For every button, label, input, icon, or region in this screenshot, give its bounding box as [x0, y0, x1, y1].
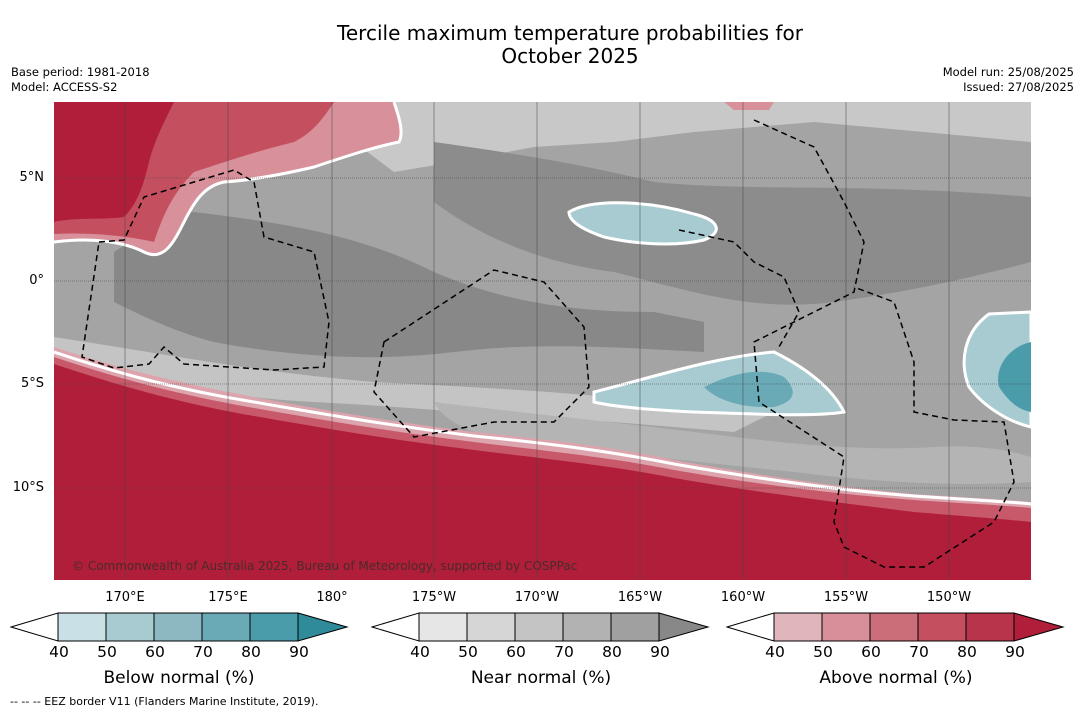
tick-near-50: 50	[458, 643, 478, 661]
model-name: Model: ACCESS-S2	[11, 80, 118, 94]
tick-near-40: 40	[410, 643, 430, 661]
tick-above-70: 70	[909, 643, 929, 661]
eez-footnote: -- -- -- EEZ border V11 (Flanders Marine…	[10, 695, 319, 708]
probability-map: © Commonwealth of Australia 2025, Bureau…	[54, 102, 1031, 580]
issued-date: Issued: 27/08/2025	[963, 80, 1074, 94]
region-near-normal-60-south	[54, 337, 774, 432]
lon-label-170w: 170°W	[514, 590, 560, 605]
region-near-normal-90-north	[434, 142, 1031, 305]
tick-near-70: 70	[554, 643, 574, 661]
base-period: Base period: 1981-2018	[11, 65, 150, 79]
meta-left: Base period: 1981-2018 Model: ACCESS-S2	[11, 65, 150, 95]
region-near-normal-90-central	[114, 212, 704, 358]
lat-label-10s: 10°S	[12, 480, 44, 495]
legend-label-below-normal: Below normal (%)	[103, 668, 255, 688]
tick-above-50: 50	[813, 643, 833, 661]
contour-above-normal-nw	[54, 102, 403, 257]
tick-below-90: 90	[289, 643, 309, 661]
tick-above-60: 60	[861, 643, 881, 661]
title-line-1: Tercile maximum temperature probabilitie…	[337, 21, 803, 45]
tick-below-50: 50	[97, 643, 117, 661]
region-above-normal-north-small	[724, 102, 774, 110]
lat-label-0: 0°	[29, 273, 44, 288]
region-above-normal-90-nw	[54, 102, 174, 222]
lon-label-150w: 150°W	[926, 590, 972, 605]
region-above-normal-90-south	[54, 364, 1031, 580]
legend-label-above-normal: Above normal (%)	[819, 668, 973, 688]
lat-label-5n: 5°N	[19, 170, 45, 185]
lon-label-165w: 165°W	[617, 590, 663, 605]
meta-right: Model run: 25/08/2025 Issued: 27/08/2025	[943, 65, 1074, 95]
contour-above-normal-south	[54, 350, 1031, 506]
model-run: Model run: 25/08/2025	[942, 65, 1074, 79]
title-line-2: October 2025	[501, 44, 639, 68]
lon-label-175w: 175°W	[411, 590, 457, 605]
tick-above-40: 40	[765, 643, 785, 661]
tick-near-60: 60	[506, 643, 526, 661]
lat-label-5s: 5°S	[20, 376, 44, 391]
region-near-normal-70-south	[434, 402, 1031, 484]
copyright-notice: © Commonwealth of Australia 2025, Bureau…	[72, 559, 577, 573]
graticule	[54, 102, 1031, 580]
region-below-normal-north	[567, 201, 718, 246]
lon-label-175e: 175°E	[208, 590, 248, 605]
tick-near-90: 90	[650, 643, 670, 661]
colorbar-near-normal	[371, 612, 710, 642]
tick-near-80: 80	[602, 643, 622, 661]
lon-label-180: 180°	[316, 590, 348, 605]
tick-above-90: 90	[1005, 643, 1025, 661]
lon-label-155w: 155°W	[823, 590, 869, 605]
region-below-normal-east-core	[998, 342, 1031, 412]
map-title: Tercile maximum temperature probabilitie…	[0, 22, 1085, 68]
eez-borders	[81, 119, 1015, 568]
tick-below-40: 40	[49, 643, 69, 661]
lon-label-160w: 160°W	[720, 590, 766, 605]
colorbar-above-normal	[726, 612, 1065, 642]
tick-below-70: 70	[193, 643, 213, 661]
colorbar-below-normal	[10, 612, 349, 642]
lon-label-170e: 170°E	[105, 590, 145, 605]
legend-label-near-normal: Near normal (%)	[470, 668, 612, 688]
tick-below-60: 60	[145, 643, 165, 661]
region-below-normal-south-core	[704, 371, 793, 408]
tick-below-80: 80	[241, 643, 261, 661]
region-near-normal-50	[354, 102, 1031, 172]
tick-above-80: 80	[957, 643, 977, 661]
